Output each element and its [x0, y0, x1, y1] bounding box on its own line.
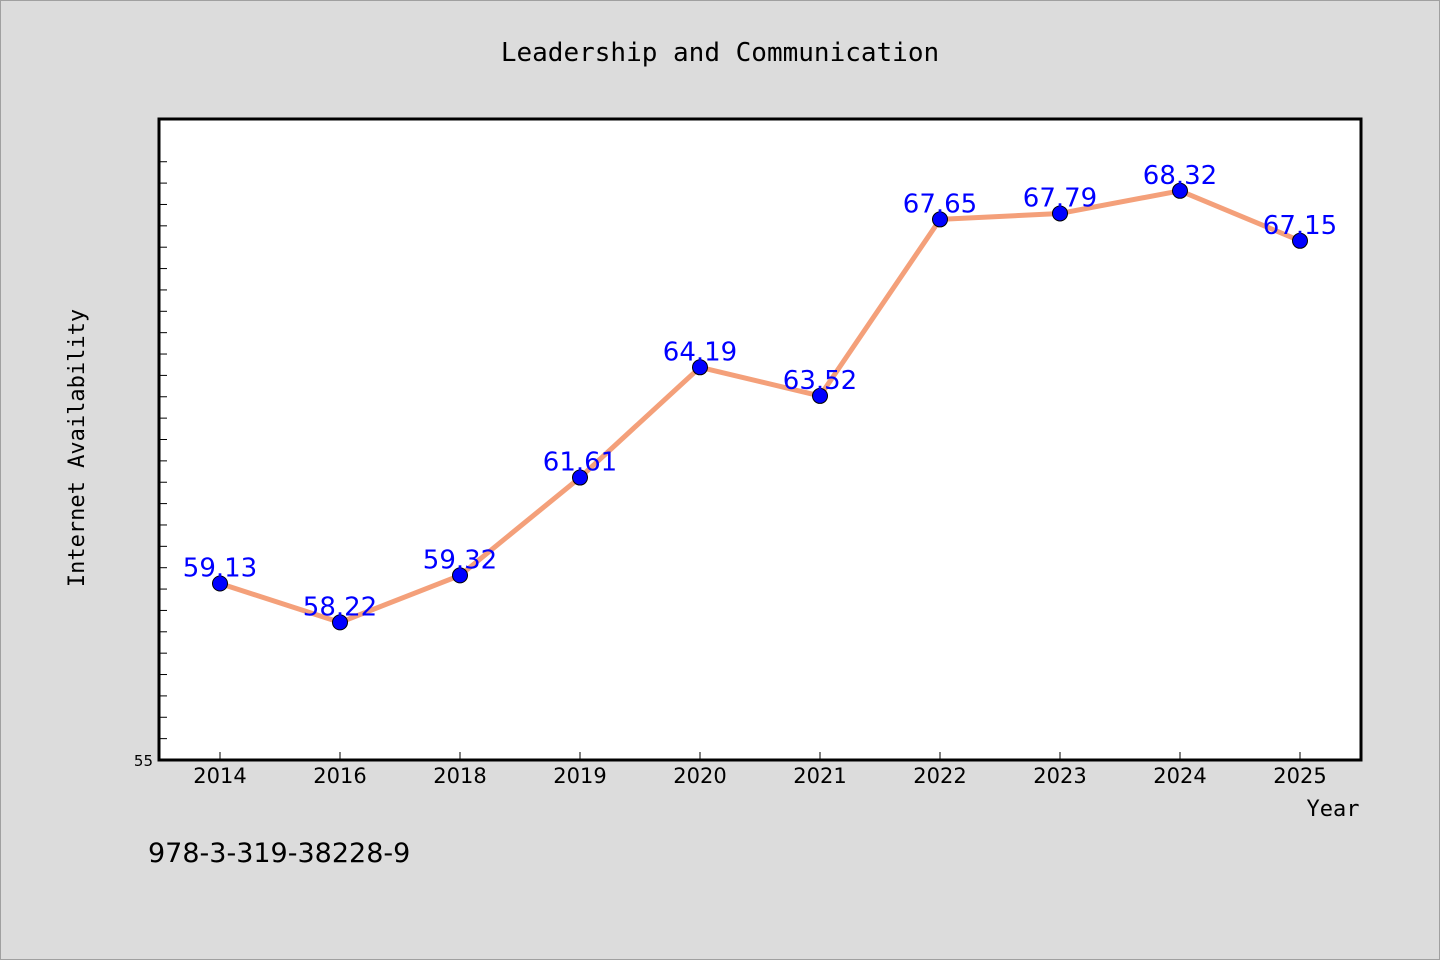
data-point: [1292, 232, 1308, 249]
data-label: 61.61: [543, 448, 617, 478]
data-label: 67.65: [903, 189, 977, 219]
x-tick-label: 2016: [313, 764, 366, 788]
chart-title: Leadership and Communication: [501, 38, 939, 68]
data-point: [452, 567, 468, 584]
x-tick-label: 2022: [913, 764, 966, 788]
data-point: [332, 614, 348, 631]
data-label: 68.32: [1143, 161, 1217, 191]
y-axis-ticks: 55: [134, 161, 167, 770]
series-line: [217, 188, 1303, 625]
y-axis-label: Internet Availability: [65, 309, 90, 587]
data-point: [692, 359, 708, 376]
data-point: [812, 387, 828, 404]
x-tick-label: 2018: [433, 764, 486, 788]
data-labels: 59.13 58.22 59.32 61.61 64.19 63.52 67.65 67.79…: [183, 161, 1337, 623]
isbn-text: 978-3-319-38228-9: [148, 838, 410, 869]
data-label: 67.79: [1023, 183, 1097, 213]
x-tick-label: 2021: [793, 764, 846, 788]
x-tick-label: 2019: [553, 764, 606, 788]
data-point: [1172, 182, 1188, 199]
data-point: [572, 469, 588, 486]
x-tick-label: 2024: [1153, 764, 1206, 788]
x-tick-label: 2020: [673, 764, 726, 788]
x-axis-label: Year: [1307, 797, 1360, 822]
y-tick-label: 55: [134, 752, 153, 770]
data-label: 63.52: [783, 366, 857, 396]
series-group: [212, 182, 1308, 631]
data-label: 58.22: [303, 592, 377, 622]
plot-area: [157, 117, 1363, 762]
data-point: [1052, 205, 1068, 222]
data-label: 67.15: [1263, 211, 1337, 241]
x-tick-label: 2014: [193, 764, 246, 788]
x-tick-label: 2023: [1033, 764, 1086, 788]
data-label: 59.32: [423, 545, 497, 575]
x-tick-label: 2025: [1273, 764, 1326, 788]
x-axis-ticks: 2014 2016 2018 2019 2020 2021 2022 2023 2024 2025: [193, 752, 1327, 788]
data-point: [212, 575, 228, 592]
data-label: 64.19: [663, 337, 737, 367]
data-label: 59.13: [183, 554, 257, 584]
data-point: [932, 211, 948, 228]
